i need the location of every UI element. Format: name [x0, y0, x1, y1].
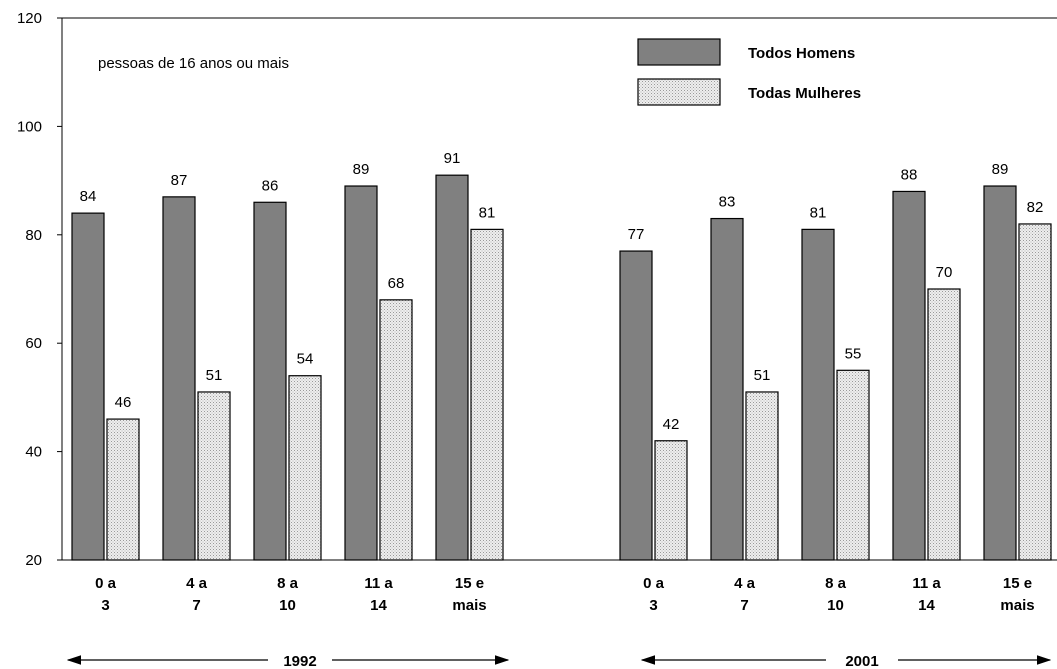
legend-label-women: Todas Mulheres	[748, 85, 861, 102]
legend-swatch-men	[637, 38, 721, 66]
period-label: 1992	[283, 653, 316, 669]
data-label: 55	[845, 345, 862, 362]
bar-mulheres	[745, 391, 779, 561]
bar-mulheres	[927, 288, 961, 561]
x-tick-label: 3	[101, 597, 109, 614]
bar-homens	[71, 212, 105, 561]
bar-homens	[435, 174, 469, 561]
x-tick-label: mais	[1000, 597, 1034, 614]
x-tick-label: 15 e	[1003, 575, 1032, 592]
y-tick-label: 80	[25, 227, 42, 244]
bar-homens	[710, 217, 744, 561]
period-2001: 2001	[640, 653, 1052, 669]
period-label: 2001	[845, 653, 878, 669]
x-tick-label: mais	[452, 597, 486, 614]
data-label: 89	[353, 161, 370, 178]
data-label: 54	[297, 351, 314, 368]
bars	[71, 174, 1052, 561]
bar-mulheres	[288, 375, 322, 561]
bar-homens	[983, 185, 1017, 561]
data-label: 82	[1027, 199, 1044, 216]
bar-mulheres	[379, 299, 413, 561]
data-label: 70	[936, 264, 953, 281]
x-tick-label: 7	[740, 597, 748, 614]
data-label: 68	[388, 275, 405, 292]
data-label: 51	[754, 367, 771, 384]
period-1992: 1992	[66, 653, 510, 669]
y-tick-label: 40	[25, 444, 42, 461]
x-tick-label: 0 a	[95, 575, 117, 592]
data-label: 77	[628, 226, 645, 243]
x-tick-label: 15 e	[455, 575, 484, 592]
legend-swatch-women	[637, 78, 721, 106]
x-tick-label: 0 a	[643, 575, 665, 592]
data-label: 83	[719, 194, 736, 211]
data-label: 81	[810, 204, 827, 221]
x-tick-label: 8 a	[825, 575, 847, 592]
bar-mulheres	[470, 228, 504, 561]
data-label: 46	[115, 394, 132, 411]
x-tick-label: 10	[827, 597, 844, 614]
x-tick-label: 11 a	[912, 575, 941, 592]
y-tick-label: 20	[25, 552, 42, 569]
x-tick-label: 8 a	[277, 575, 299, 592]
x-tick-label: 3	[649, 597, 657, 614]
x-tick-label: 4 a	[734, 575, 756, 592]
x-tick-label: 4 a	[186, 575, 208, 592]
x-tick-label: 7	[192, 597, 200, 614]
data-label: 42	[663, 416, 680, 433]
y-tick-label: 120	[17, 10, 42, 27]
data-label: 88	[901, 166, 918, 183]
x-tick-label: 11 a	[364, 575, 393, 592]
bar-homens	[253, 201, 287, 561]
legend: Todos Homens Todas Mulheres	[637, 38, 861, 106]
bar-homens	[344, 185, 378, 561]
x-tick-label: 14	[918, 597, 935, 614]
legend-label-men: Todos Homens	[748, 45, 855, 62]
x-tick-label: 14	[370, 597, 387, 614]
bar-mulheres	[197, 391, 231, 561]
bar-mulheres	[836, 369, 870, 561]
data-label: 86	[262, 177, 279, 194]
bar-homens	[619, 250, 653, 561]
bar-mulheres	[654, 440, 688, 561]
bar-mulheres	[106, 418, 140, 561]
data-label: 81	[479, 204, 496, 221]
bar-homens	[892, 190, 926, 561]
chart-annotation: pessoas de 16 anos ou mais	[98, 55, 289, 72]
bar-homens	[162, 196, 196, 561]
data-label: 84	[80, 188, 97, 205]
bar-mulheres	[1018, 223, 1052, 561]
data-label: 91	[444, 150, 461, 167]
y-tick-label: 60	[25, 335, 42, 352]
data-label: 51	[206, 367, 223, 384]
bar-homens	[801, 228, 835, 561]
axes: 20 40 60 80 100 120 0 a 3 4 a 7 8 a 10 11 a 14 15 e mai…	[17, 10, 1057, 614]
x-tick-label: 10	[279, 597, 296, 614]
data-label: 87	[171, 172, 188, 189]
data-labels: 84 46 87 51 86 54 89 68 91 81 77 42 83 51 81 55 88 70 89 82	[80, 150, 1044, 433]
data-label: 89	[992, 161, 1009, 178]
y-tick-label: 100	[17, 118, 42, 135]
